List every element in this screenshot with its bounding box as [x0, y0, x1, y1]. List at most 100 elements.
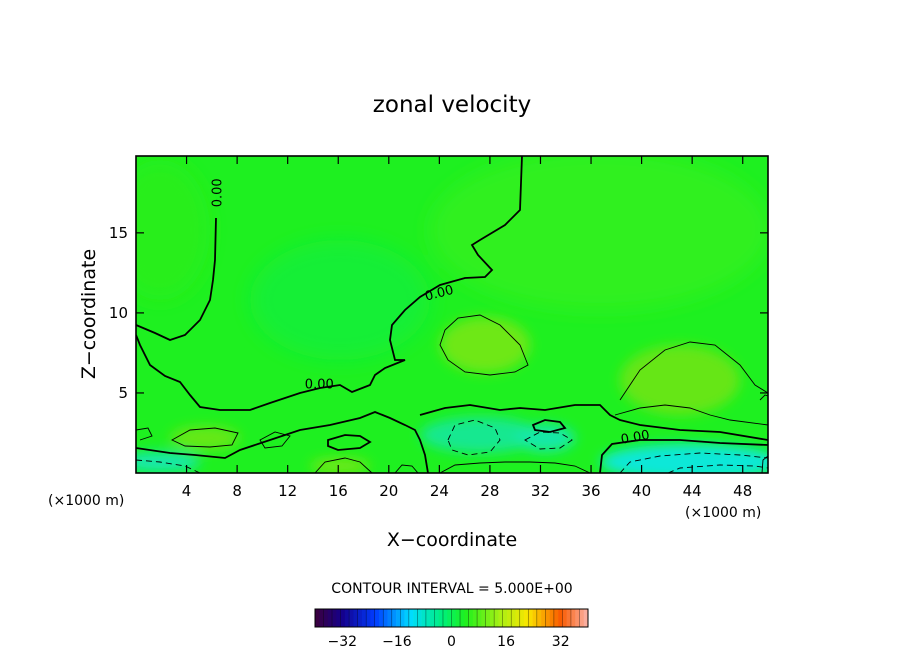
colorbar-swatch	[536, 609, 542, 627]
colorbar-swatch	[558, 609, 563, 627]
colorbar-tick-label: −16	[382, 634, 412, 650]
colorbar-swatch	[498, 609, 503, 627]
colorbar-tick-label: 16	[497, 634, 515, 650]
colorbar-swatch	[344, 609, 350, 627]
colorbar-swatch	[545, 609, 550, 627]
colorbar-swatch	[494, 609, 499, 627]
colorbar-swatch	[502, 609, 508, 627]
colorbar-swatch	[400, 609, 405, 627]
field-region-yellowish-right	[620, 345, 740, 415]
contour-interval-text: CONTOUR INTERVAL = 5.000E+00	[331, 581, 572, 597]
contour-positive-left-low	[171, 427, 239, 448]
colorbar-swatch	[332, 609, 337, 627]
field-region-yellowish-center	[440, 317, 530, 373]
y-tick-label: 15	[109, 224, 128, 242]
colorbar-swatch	[472, 609, 478, 627]
colorbar-swatch	[528, 609, 533, 627]
colorbar-swatch	[481, 609, 486, 627]
colorbar-swatch	[421, 609, 427, 627]
field-region-left-upper	[136, 160, 210, 300]
colorbar-tick-label: 32	[552, 634, 570, 650]
colorbar-swatch	[353, 609, 358, 627]
x-tick-label: 12	[278, 482, 297, 500]
zero-contour-left	[136, 217, 217, 341]
colorbar-swatch	[349, 609, 354, 627]
field-region-left-low	[170, 426, 240, 450]
contour-positive-left-small	[259, 431, 291, 449]
colorbar-swatch	[387, 609, 393, 627]
contour-positive-right-inner	[614, 404, 768, 426]
contour-negative-left	[136, 459, 201, 473]
y-axis-ticks: 5 10 15	[109, 224, 768, 402]
colorbar-swatch	[447, 609, 452, 627]
zero-contour-middle-right	[419, 404, 768, 441]
colorbar-swatch	[340, 609, 346, 627]
field-region-center-blue	[250, 240, 430, 360]
field-region-cyan-2	[515, 424, 575, 452]
contour-labels: 0.00 0.00 0.00 0.00	[211, 178, 651, 447]
colorbar-swatch	[570, 609, 576, 627]
x-axis-ticks: 4 8 12 16 20 24 28 32 36 40 44 48	[182, 156, 752, 500]
colorbar-swatch	[374, 609, 380, 627]
colorbar-swatch	[434, 609, 440, 627]
colorbar-swatch	[583, 609, 589, 627]
colorbar-swatch	[442, 609, 448, 627]
colorbar-swatch	[515, 609, 521, 627]
zero-contour-lower	[136, 411, 429, 473]
colorbar-swatch	[477, 609, 482, 627]
colorbar-swatch	[579, 609, 585, 627]
colorbar-swatch	[553, 609, 559, 627]
field-region-low-yellow	[310, 458, 370, 473]
contour-positive-bottom-1	[314, 457, 373, 473]
colorbar-swatch	[532, 609, 538, 627]
colorbar-swatch	[549, 609, 555, 627]
colorbar-swatch	[541, 609, 546, 627]
plot-frame	[135, 155, 769, 474]
colorbar-swatch	[438, 609, 444, 627]
y-axis-label: Z−coordinate	[78, 249, 100, 379]
colorbar-swatch	[323, 609, 329, 627]
contour-positive-bottom-2	[394, 464, 419, 473]
colorbar-swatch	[575, 609, 580, 627]
colorbar-swatch	[455, 609, 461, 627]
zero-contour-center	[136, 156, 523, 411]
colorbar-frame	[314, 608, 589, 628]
colorbar-swatch	[413, 609, 418, 627]
field-region-upper-right	[430, 156, 768, 310]
colorbar-swatch	[489, 609, 495, 627]
zero-contour-island	[531, 419, 567, 433]
colorbar-swatch	[370, 609, 376, 627]
colorbar-swatch	[319, 609, 324, 627]
x-tick-label: 28	[480, 482, 499, 500]
x-tick-label: 4	[182, 482, 192, 500]
colorbar-swatch	[524, 609, 529, 627]
colorbar-swatch	[315, 609, 320, 627]
colorbar-swatch	[408, 609, 414, 627]
colorbar-swatch	[396, 609, 401, 627]
x-axis-label: X−coordinate	[387, 529, 517, 551]
x-tick-label: 24	[430, 482, 449, 500]
colorbar-swatch	[451, 609, 457, 627]
contour-label: 0.00	[305, 377, 334, 392]
x-tick-label: 40	[632, 482, 651, 500]
colorbar-swatch	[391, 609, 397, 627]
contour-positive-far-right	[759, 394, 768, 401]
contour-positive-center	[439, 314, 529, 376]
contour-label: 0.00	[423, 283, 455, 305]
colorbar-tick-label: 0	[447, 634, 456, 650]
x-tick-label: 16	[329, 482, 348, 500]
colorbar-swatch	[506, 609, 512, 627]
colorbar-swatch	[366, 609, 371, 627]
contour-positive-bottom-3	[439, 461, 591, 473]
contour-positive-edge-right	[761, 455, 768, 473]
contour-positive-right	[619, 341, 768, 401]
x-tick-label: 8	[232, 482, 242, 500]
field-region-cyan-4	[136, 452, 200, 472]
x-unit-left: (×1000 m)	[48, 493, 124, 509]
x-tick-label: 36	[581, 482, 600, 500]
colorbar-swatch	[519, 609, 525, 627]
y-tick-label: 10	[109, 304, 128, 322]
colorbar-swatch	[404, 609, 410, 627]
colorbar-swatch	[357, 609, 363, 627]
